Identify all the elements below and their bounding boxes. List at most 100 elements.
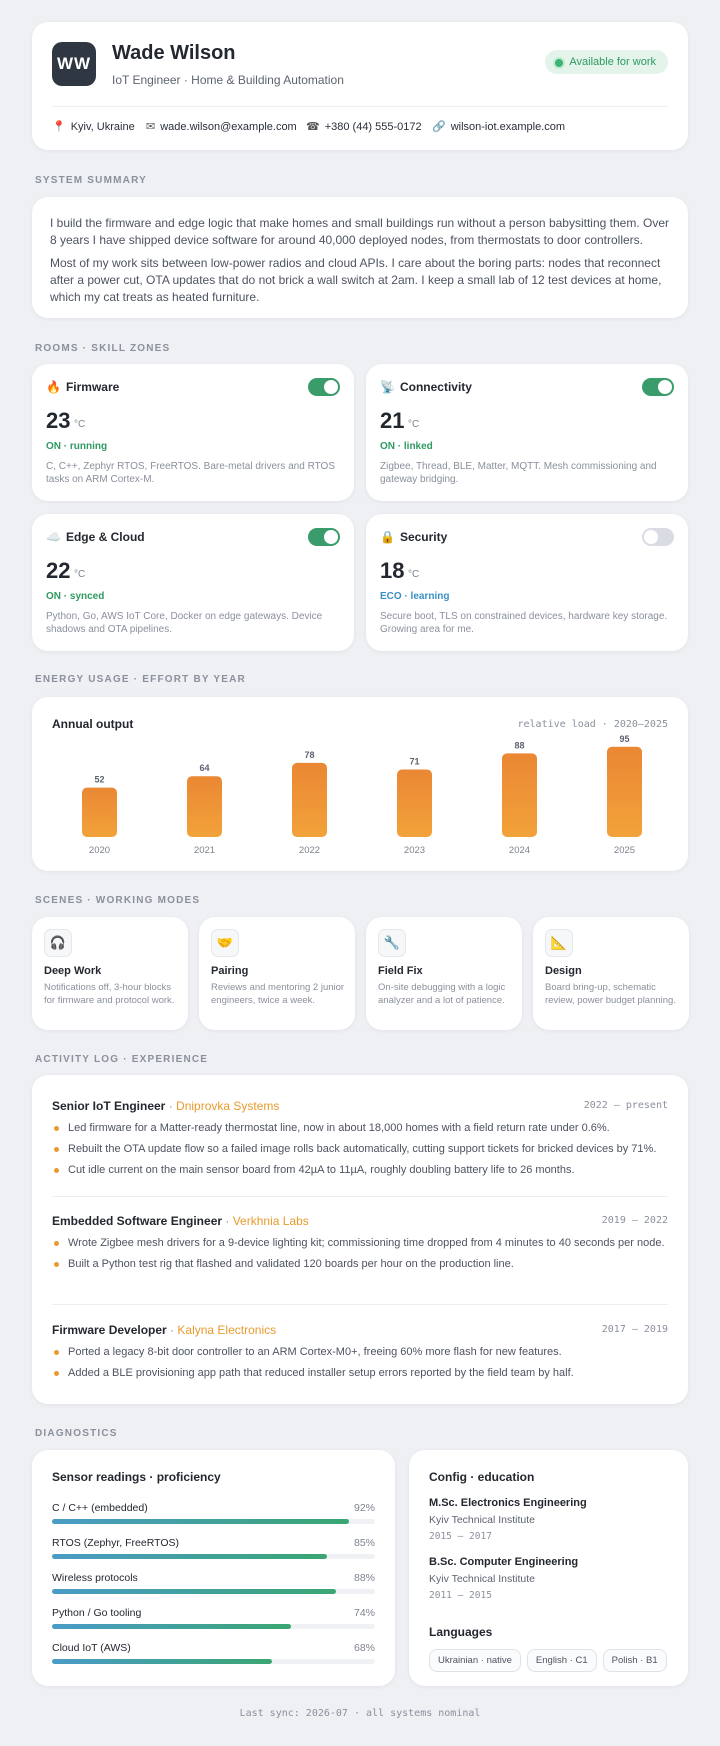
job-company: Verkhnia Labs xyxy=(232,1214,309,1228)
job-bullet: Wrote Zigbee mesh drivers for a 9-device… xyxy=(52,1236,668,1251)
job-dates: 2022 – present xyxy=(583,1100,668,1111)
skill-bar-track xyxy=(52,1519,375,1524)
zone-unit: °C xyxy=(408,569,420,580)
scene-title: Deep Work xyxy=(44,965,102,977)
languages-list: Ukrainian · native English · C1 Polish · B… xyxy=(429,1649,667,1672)
zone-card-connectivity: 📡 Connectivity 21 °C ON · linked Zigbee, Thre… xyxy=(366,364,688,501)
x-tick-label: 2023 xyxy=(404,845,425,856)
skill-bar-fill xyxy=(52,1659,272,1664)
job-company: Kalyna Electronics xyxy=(177,1323,277,1337)
zone-title-text: Connectivity xyxy=(399,380,472,394)
contact-email-text[interactable]: wade.wilson@example.com xyxy=(160,120,297,133)
skill-name: Cloud IoT (AWS) xyxy=(52,1642,131,1654)
cloud-icon: ☁️ xyxy=(46,530,61,544)
job-role: Embedded Software Engineer xyxy=(52,1214,223,1228)
skill-bar-track xyxy=(52,1589,375,1594)
zone-unit: °C xyxy=(74,569,86,580)
skills-title: Sensor readings · proficiency xyxy=(52,1470,221,1484)
skill-percent: 88% xyxy=(353,1572,375,1584)
scene-description: On-site debugging with a logic analyzer … xyxy=(378,982,506,1006)
zone-title: 📡 Connectivity xyxy=(380,380,472,394)
language-chip: English · C1 xyxy=(526,1649,597,1672)
contact-phone[interactable]: ☎ +380 (44) 555-0172 xyxy=(306,120,422,134)
lock-icon: 🔒 xyxy=(380,530,395,544)
energy-chart-card: Annual output relative load · 2020–2025 … xyxy=(32,697,688,871)
scene-title: Design xyxy=(545,965,582,977)
job-entry: Senior IoT Engineer · Dniprovka Systems 2… xyxy=(52,1099,668,1178)
status-dot-icon xyxy=(555,59,564,67)
education-title: Config · education xyxy=(429,1470,535,1484)
bar-2024 xyxy=(502,753,537,837)
zone-card-edge-cloud: ☁️ Edge & Cloud 22 °C ON · synced Python, Go,… xyxy=(32,514,354,651)
zone-temperature: 18 xyxy=(380,558,405,583)
link-icon: 🔗 xyxy=(432,121,446,133)
job-bullets: Wrote Zigbee mesh drivers for a 9-device… xyxy=(52,1236,668,1272)
x-tick-label: 2025 xyxy=(614,845,635,856)
contact-location: 📍 Kyiv, Ukraine xyxy=(52,120,135,134)
job-divider xyxy=(52,1196,668,1197)
zone-toggle-switch[interactable] xyxy=(308,528,340,546)
education-degree: M.Sc. Electronics Engineering xyxy=(429,1497,587,1509)
job-separator: · xyxy=(166,1323,178,1337)
zone-title-text: Edge & Cloud xyxy=(65,530,145,544)
contact-phone-text[interactable]: +380 (44) 555-0172 xyxy=(324,120,422,133)
job-dates: 2019 – 2022 xyxy=(601,1215,668,1226)
zone-toggle-switch[interactable] xyxy=(308,378,340,396)
skill-name: C / C++ (embedded) xyxy=(52,1502,148,1514)
header-divider xyxy=(52,106,668,107)
scene-title: Pairing xyxy=(211,965,249,977)
job-entry: Firmware Developer · Kalyna Electronics 2… xyxy=(52,1323,668,1381)
scene-card-pairing[interactable]: 🤝 Pairing Reviews and mentoring 2 junior e… xyxy=(199,917,355,1030)
profile-role: IoT Engineer · Home & Building Automatio… xyxy=(112,73,344,87)
zone-toggle-switch[interactable] xyxy=(642,378,674,396)
profile-header-card: WW Wade Wilson IoT Engineer · Home & Bui… xyxy=(32,22,688,150)
skills-card: Sensor readings · proficiency C / C++ (e… xyxy=(32,1450,395,1686)
zone-unit: °C xyxy=(74,419,86,430)
zone-toggle-switch[interactable] xyxy=(642,528,674,546)
skill-name: Wireless protocols xyxy=(52,1572,138,1584)
job-title: Embedded Software Engineer · Verkhnia La… xyxy=(52,1214,309,1228)
summary-paragraph-2: Most of my work sits between low-power r… xyxy=(50,256,662,304)
job-bullet: Cut idle current on the main sensor boar… xyxy=(52,1163,668,1178)
availability-badge: Available for work xyxy=(545,50,668,74)
scene-card-field-fix[interactable]: 🔧 Field Fix On-site debugging with a logic… xyxy=(366,917,522,1030)
profile-name: Wade Wilson xyxy=(112,42,236,64)
bar-2022 xyxy=(292,762,327,837)
bar-value-label: 88 xyxy=(514,740,524,750)
job-role: Firmware Developer xyxy=(52,1323,167,1337)
contact-email[interactable]: ✉ wade.wilson@example.com xyxy=(146,120,297,134)
skill-bar-track xyxy=(52,1624,375,1629)
zone-temperature: 22 xyxy=(46,558,71,583)
skill-meter: C / C++ (embedded) 92% xyxy=(52,1502,375,1526)
contact-website-text[interactable]: wilson-iot.example.com xyxy=(450,120,566,133)
scene-description: Notifications off, 3-hour blocks for fir… xyxy=(44,982,175,1006)
education-school: Kyiv Technical Institute xyxy=(429,1573,536,1585)
contact-website[interactable]: 🔗 wilson-iot.example.com xyxy=(432,120,566,134)
skill-percent: 74% xyxy=(353,1607,375,1619)
zone-card-firmware: 🔥 Firmware 23 °C ON · running C, C++, Zephyr … xyxy=(32,364,354,501)
zone-status: ON · linked xyxy=(380,441,433,452)
language-chip: Polish · B1 xyxy=(602,1649,667,1672)
job-title: Senior IoT Engineer · Dniprovka Systems xyxy=(52,1099,279,1113)
section-label-zones: ROOMS · SKILL ZONES xyxy=(35,343,171,354)
mail-icon: ✉ xyxy=(146,121,156,133)
satellite-icon: 📡 xyxy=(380,380,395,394)
section-label-scenes: SCENES · WORKING MODES xyxy=(35,895,201,906)
zone-title-text: Firmware xyxy=(65,380,120,394)
headphones-icon: 🎧 xyxy=(44,929,72,957)
education-degree: B.Sc. Computer Engineering xyxy=(429,1556,579,1568)
zone-description: Secure boot, TLS on constrained devices,… xyxy=(380,611,668,635)
education-school: Kyiv Technical Institute xyxy=(429,1514,536,1526)
job-bullet: Added a BLE provisioning app path that r… xyxy=(52,1366,668,1381)
fire-icon: 🔥 xyxy=(46,380,61,394)
chart-title: Annual output xyxy=(52,717,134,731)
scene-card-design[interactable]: 📐 Design Board bring-up, schematic review,… xyxy=(533,917,689,1030)
skill-meter: Python / Go tooling 74% xyxy=(52,1607,375,1631)
section-label-experience: ACTIVITY LOG · EXPERIENCE xyxy=(35,1054,209,1065)
scene-card-deep-work[interactable]: 🎧 Deep Work Notifications off, 3-hour bloc… xyxy=(32,917,188,1030)
skill-percent: 92% xyxy=(353,1502,375,1514)
bar-value-label: 52 xyxy=(94,775,104,785)
skill-percent: 68% xyxy=(353,1642,375,1654)
job-separator: · xyxy=(165,1099,177,1113)
education-card: Config · education Languages Ukrainian ·… xyxy=(409,1450,688,1686)
